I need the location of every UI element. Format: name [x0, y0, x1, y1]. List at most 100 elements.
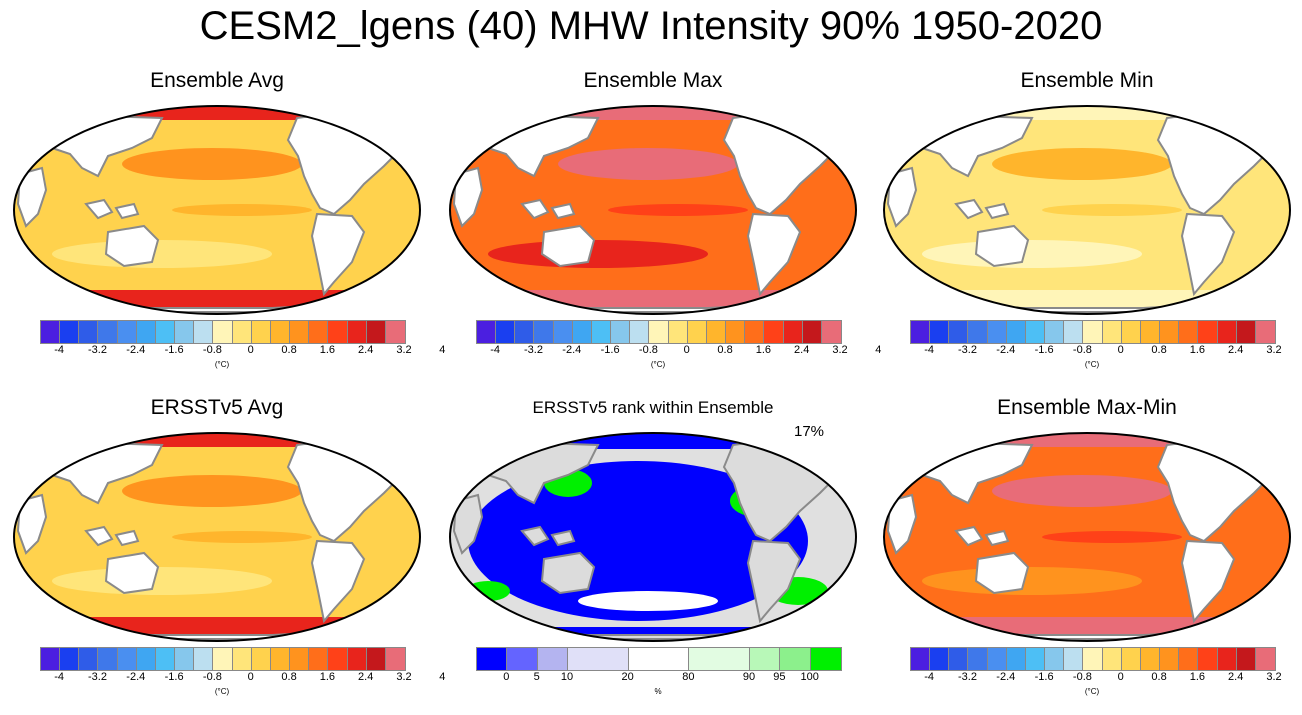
colorbar-swatch [968, 648, 988, 670]
colorbar [40, 320, 406, 344]
colorbar-swatch [347, 648, 367, 670]
africa-landmass [886, 493, 918, 555]
colorbar-tick-label: 3.2 [1266, 671, 1282, 683]
colorbar-swatch [60, 648, 80, 670]
world-map [449, 105, 857, 315]
colorbar-swatch [1179, 321, 1199, 343]
colorbar-swatch [1121, 648, 1141, 670]
map-panel: ERSSTv5 Avg -4 -3.2 -2.4 -1.6 -0.8 0 0.8 1.6 2.4 3… [12, 395, 445, 715]
south-america-landmass [1180, 212, 1236, 297]
panel-title: Ensemble Avg [150, 69, 284, 92]
colorbar-swatch [1083, 648, 1103, 670]
colorbar-swatch [949, 648, 969, 670]
colorbar-swatch [810, 648, 841, 670]
colorbar-swatch [1255, 648, 1275, 670]
colorbar-tick-label: -4 [54, 344, 65, 356]
colorbar-swatch [968, 321, 988, 343]
colorbar-swatch [689, 648, 750, 670]
greenland-landmass [383, 441, 418, 475]
colorbar-swatch [1179, 648, 1199, 670]
south-america-landmass [746, 212, 802, 297]
colorbar-tick-label: 0 [683, 344, 690, 356]
south-america-landmass [1180, 539, 1236, 624]
colorbar-tick-label: 0.8 [1151, 671, 1167, 683]
colorbar-unit: (°C) [214, 360, 230, 369]
map-border [449, 432, 857, 642]
colorbar-tick-label: 4 [439, 671, 446, 683]
colorbar-tick-label: -2.4 [996, 671, 1016, 683]
map-panel: Ensemble Avg -4 -3.2 -2.4 -1.6 -0.8 0 0.8 1.6 2.4… [12, 68, 445, 388]
colorbar-tick-label: 1.6 [1189, 671, 1206, 683]
colorbar-tick-label: 3.2 [396, 344, 412, 356]
south-america-landmass [746, 539, 802, 624]
colorbar-tick-label: -1.6 [1034, 671, 1054, 683]
colorbar-unit: (°C) [1084, 360, 1100, 369]
colorbar-swatch [270, 648, 291, 670]
colorbar-swatch [706, 321, 727, 343]
colorbar-swatch [155, 321, 176, 343]
colorbar-swatch [930, 648, 950, 670]
colorbar-tick-label: 0.8 [281, 671, 297, 683]
map-border [883, 105, 1291, 315]
colorbar-swatch [1217, 321, 1237, 343]
colorbar-tick-label: -0.8 [202, 344, 222, 356]
colorbar-swatch [194, 648, 214, 670]
australia-landmass [974, 551, 1030, 595]
colorbar-tick-label: -0.8 [1072, 344, 1092, 356]
colorbar-swatch [515, 321, 535, 343]
colorbar-tick-label: 20 [621, 671, 634, 683]
colorbar-tick-label: 95 [773, 671, 786, 683]
colorbar-swatch [1025, 648, 1046, 670]
colorbar-swatch [668, 321, 688, 343]
colorbar-swatch [251, 321, 271, 343]
colorbar-swatch [79, 648, 99, 670]
colorbar [910, 320, 1276, 344]
colorbar-swatch [780, 648, 811, 670]
colorbar-unit: % [654, 687, 662, 696]
colorbar-swatch [232, 648, 252, 670]
colorbar-swatch [155, 648, 176, 670]
colorbar-tick-label: -3.2 [87, 344, 107, 356]
colorbar-tick-label: 2.4 [794, 344, 810, 356]
colorbar-swatch [232, 321, 252, 343]
colorbar-swatch [290, 648, 310, 670]
colorbar-tick-label: 0 [247, 344, 254, 356]
colorbar-tick-label: 2.4 [358, 344, 374, 356]
greenland-landmass [1253, 114, 1288, 148]
south-america-landmass [310, 539, 366, 624]
colorbar-ticks: -4-3.2-2.4-1.6-0.800.81.62.43.24 [910, 344, 1281, 360]
colorbar-swatch [117, 648, 137, 670]
figure-title: CESM2_lgens (40) MHW Intensity 90% 1950-… [199, 4, 1103, 48]
colorbar-swatch [911, 321, 931, 343]
greenland-landmass [1253, 441, 1288, 475]
australia-landmass [974, 224, 1030, 268]
colorbar-tick-label: 0 [503, 671, 510, 683]
colorbar-swatch [1140, 321, 1161, 343]
colorbar-tick-label: 1.6 [755, 344, 772, 356]
colorbar-tick-label: -2.4 [562, 344, 582, 356]
colorbar-swatch [591, 321, 612, 343]
colorbar [476, 647, 842, 671]
panel-title: Ensemble Max [583, 69, 723, 92]
colorbar-swatch [1045, 321, 1065, 343]
colorbar-tick-label: 1.6 [1189, 344, 1206, 356]
colorbar-tick-label: -2.4 [126, 344, 146, 356]
indonesia-islands [520, 198, 576, 220]
world-map [883, 105, 1291, 315]
colorbar-ticks: 0 5 10 20 80 90 95 100 [476, 671, 840, 687]
colorbar-swatch [309, 648, 329, 670]
colorbar-swatch [328, 321, 348, 343]
colorbar-swatch [98, 321, 118, 343]
colorbar-swatch [1121, 321, 1141, 343]
colorbar-swatch [477, 321, 497, 343]
colorbar-tick-label: -3.2 [957, 671, 977, 683]
colorbar-tick-label: 100 [800, 671, 819, 683]
colorbar-tick-label: 80 [682, 671, 695, 683]
colorbar-swatch [98, 648, 118, 670]
colorbar-swatch [385, 321, 405, 343]
rank-percent-label: 17% [794, 423, 825, 440]
colorbar-swatch [1160, 648, 1180, 670]
colorbar-swatch [1006, 321, 1026, 343]
